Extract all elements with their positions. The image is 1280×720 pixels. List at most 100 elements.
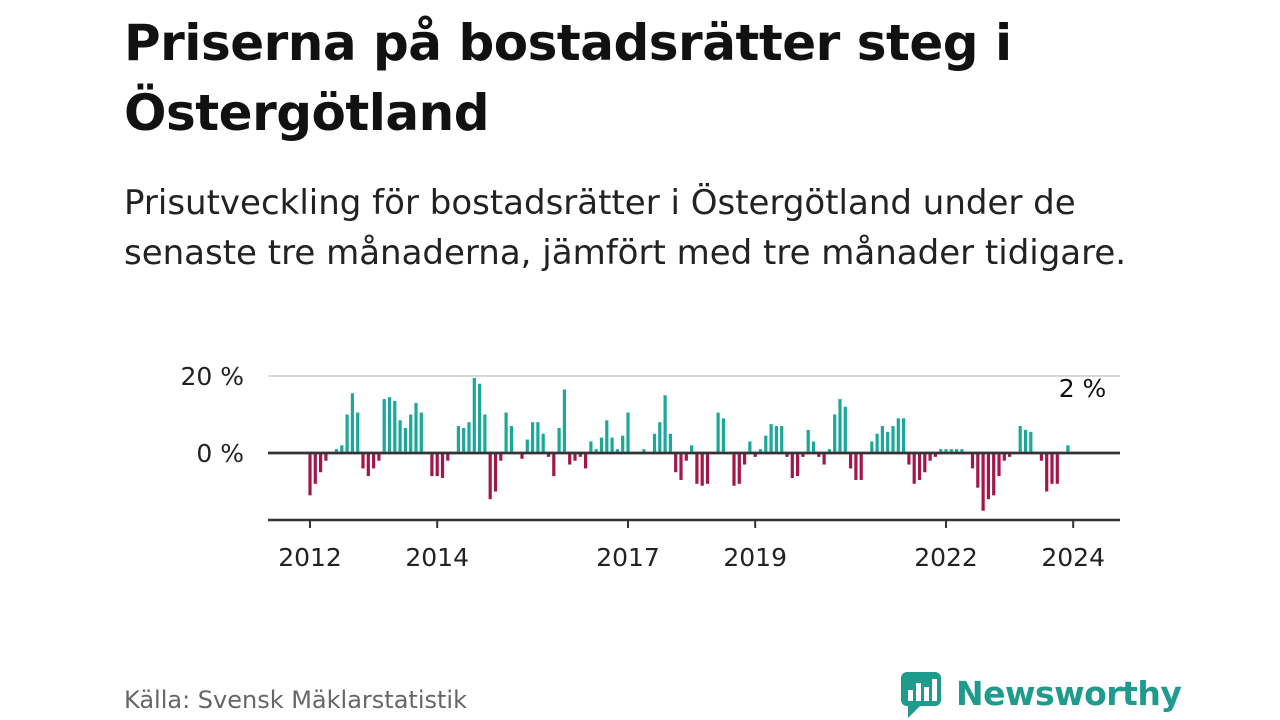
bar-positive	[1023, 429, 1028, 453]
bar-negative	[366, 453, 370, 477]
bar-negative	[933, 453, 937, 457]
bar-positive	[414, 402, 418, 453]
bar-negative	[822, 453, 826, 465]
bar-positive	[626, 412, 630, 453]
x-tick-label: 2014	[405, 543, 469, 572]
bar-positive	[478, 383, 482, 453]
bar-negative	[684, 453, 688, 461]
bar-positive	[462, 427, 466, 453]
bar-negative	[1002, 453, 1006, 461]
bar-positive	[509, 426, 513, 453]
bar-negative	[737, 453, 741, 484]
bar-layer	[308, 377, 1070, 511]
bar-positive	[939, 449, 943, 453]
bar-positive	[599, 437, 604, 453]
bar-positive	[806, 429, 810, 453]
bar-positive	[589, 441, 593, 453]
bar-negative	[700, 453, 704, 486]
bar-positive	[880, 426, 884, 453]
x-tick-label: 2017	[596, 543, 660, 572]
bar-positive	[668, 433, 672, 453]
bar-negative	[372, 453, 376, 469]
bar-positive	[780, 426, 784, 453]
bar-negative	[743, 453, 747, 465]
bar-positive	[827, 449, 831, 453]
bar-negative	[1050, 453, 1054, 484]
bar-negative	[674, 453, 678, 473]
bar-negative	[801, 453, 805, 457]
bar-positive	[350, 393, 354, 453]
bar-negative	[849, 453, 853, 469]
bar-positive	[960, 449, 964, 453]
y-tick-label: 20 %	[180, 362, 244, 391]
bar-positive	[838, 399, 842, 453]
bar-positive	[811, 441, 816, 453]
bar-positive	[896, 418, 900, 453]
bar-negative	[440, 453, 445, 479]
bar-positive	[944, 449, 948, 453]
bar-positive	[690, 445, 694, 453]
chart-subtitle: Prisutveckling för bostadsrätter i Öster…	[124, 183, 1127, 273]
bar-positive	[467, 422, 471, 453]
bar-positive	[875, 433, 879, 453]
bar-negative	[313, 453, 317, 484]
bar-positive	[594, 449, 598, 453]
source-credit: Källa: Svensk Mäklarstatistik	[124, 686, 467, 714]
bar-negative	[854, 453, 858, 480]
bar-positive	[764, 435, 768, 453]
bar-negative	[695, 453, 699, 484]
bar-negative	[499, 453, 503, 461]
bar-negative	[493, 453, 498, 492]
bar-positive	[902, 418, 906, 453]
bar-positive	[886, 431, 890, 453]
bar-negative	[753, 453, 757, 457]
bar-negative	[573, 453, 577, 461]
bar-negative	[976, 453, 980, 488]
x-tick-label: 2024	[1041, 543, 1105, 572]
bar-positive	[605, 420, 609, 453]
bar-negative	[917, 453, 922, 480]
newsworthy-chart-icon	[901, 672, 941, 718]
bar-positive	[721, 418, 725, 453]
bar-positive	[758, 449, 763, 453]
data-label-latest: 2 %	[1059, 374, 1107, 403]
newsworthy-logo[interactable]: Newsworthy	[900, 668, 1182, 718]
axis-layer: 20 % 0 % 2012 2014 2017 2019 2022 2024 2 %	[180, 362, 1120, 572]
bar-positive	[891, 426, 895, 453]
bar-negative	[817, 453, 821, 457]
bar-positive	[610, 437, 614, 453]
bar-negative	[796, 453, 800, 477]
bar-positive	[419, 412, 423, 453]
bar-negative	[859, 453, 863, 480]
bar-positive	[536, 422, 540, 453]
bar-positive	[774, 426, 778, 453]
bar-negative	[319, 453, 323, 473]
bar-positive	[843, 406, 847, 453]
bar-chart: 20 % 0 % 2012 2014 2017 2019 2022 2024 2 %	[180, 362, 1120, 572]
bar-negative	[435, 453, 439, 477]
x-tick-label: 2022	[914, 543, 978, 572]
bar-negative	[785, 453, 789, 457]
bar-positive	[531, 422, 535, 453]
bar-positive	[504, 412, 508, 453]
bar-positive	[483, 414, 487, 453]
bar-negative	[907, 453, 911, 465]
bar-negative	[552, 453, 556, 477]
chart-title: Priserna på bostadsrätter steg i Östergö…	[124, 14, 1012, 142]
bar-positive	[642, 449, 646, 453]
x-tick-label: 2019	[723, 543, 787, 572]
bar-negative	[679, 453, 683, 480]
bar-positive	[472, 377, 476, 453]
bar-positive	[334, 449, 339, 453]
bar-negative	[1039, 453, 1043, 461]
bar-negative	[308, 453, 312, 496]
bar-positive	[833, 414, 837, 453]
bar-positive	[748, 441, 752, 453]
bar-negative	[912, 453, 916, 484]
bar-positive	[949, 449, 953, 453]
bar-negative	[584, 453, 588, 469]
bar-negative	[578, 453, 582, 457]
bar-negative	[1055, 453, 1059, 484]
bar-negative	[361, 453, 365, 469]
bar-positive	[955, 449, 959, 453]
